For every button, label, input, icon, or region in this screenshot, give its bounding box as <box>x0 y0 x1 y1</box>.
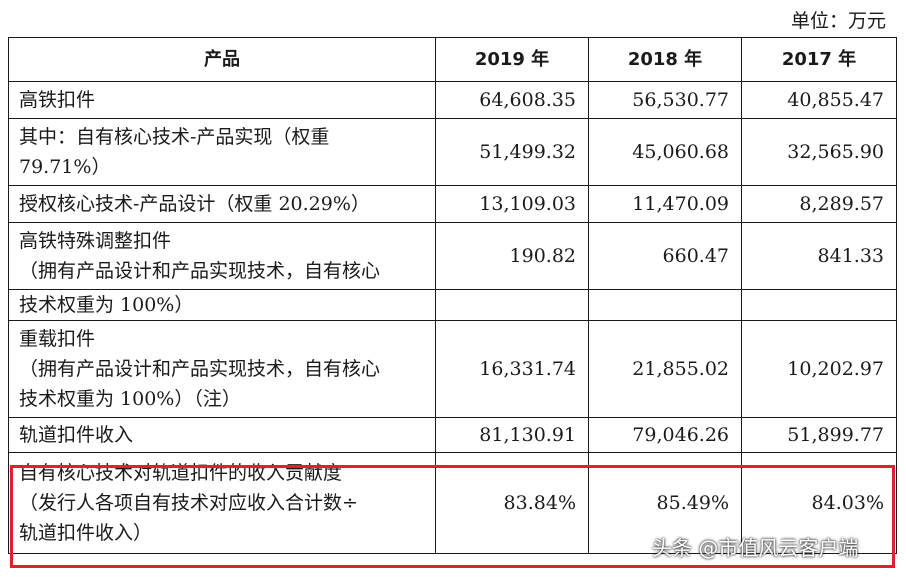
table-row: 高铁扣件 64,608.35 56,530.77 40,855.47 <box>8 81 897 119</box>
cell-2017: 40,855.47 <box>741 81 897 119</box>
row-name: 技术权重为 100%） <box>8 289 436 321</box>
cell-2018: 11,470.09 <box>588 185 742 223</box>
cell-2019: 190.82 <box>435 222 589 290</box>
table-header-row: 产品 2019 年 2018 年 2017 年 <box>8 37 897 82</box>
row-name: 其中：自有核心技术-产品实现（权重 79.71%） <box>8 118 436 186</box>
cell-2017: 8,289.57 <box>741 185 897 223</box>
row-name: 高铁扣件 <box>8 81 436 119</box>
cell-2017: 84.03% <box>741 452 897 554</box>
cell-2019: 81,130.91 <box>435 417 589 453</box>
cell-2019: 64,608.35 <box>435 81 589 119</box>
cell-2019: 13,109.03 <box>435 185 589 223</box>
cell-2017: 10,202.97 <box>741 320 897 418</box>
header-2018: 2018 年 <box>588 37 742 82</box>
row-name: 自有核心技术对轨道扣件的收入贡献度 （发行人各项自有技术对应收入合计数÷ 轨道扣… <box>8 452 436 554</box>
row-name: 重载扣件 （拥有产品设计和产品实现技术，自有核心 技术权重为 100%）（注） <box>8 320 436 418</box>
header-2017: 2017 年 <box>741 37 897 82</box>
table-row-continued: 技术权重为 100%） <box>8 289 897 321</box>
cell-2018: 45,060.68 <box>588 118 742 186</box>
cell-2017: 32,565.90 <box>741 118 897 186</box>
cell-2018: 660.47 <box>588 222 742 290</box>
cell-2018: 79,046.26 <box>588 417 742 453</box>
row-name: 授权核心技术-产品设计（权重 20.29%） <box>8 185 436 223</box>
row-name: 高铁特殊调整扣件 （拥有产品设计和产品实现技术，自有核心 <box>8 222 436 290</box>
table-row: 轨道扣件收入 81,130.91 79,046.26 51,899.77 <box>8 417 897 453</box>
row-name: 轨道扣件收入 <box>8 417 436 453</box>
table-row: 重载扣件 （拥有产品设计和产品实现技术，自有核心 技术权重为 100%）（注） … <box>8 320 897 418</box>
header-product: 产品 <box>8 37 436 82</box>
table-row: 高铁特殊调整扣件 （拥有产品设计和产品实现技术，自有核心 190.82 660.… <box>8 222 897 290</box>
watermark: 头条 @市值风云客户端 <box>652 536 859 560</box>
cell-2018: 21,855.02 <box>588 320 742 418</box>
cell-2019: 16,331.74 <box>435 320 589 418</box>
cell-2017: 841.33 <box>741 222 897 290</box>
cell-2018: 85.49% <box>588 452 742 554</box>
unit-label: 单位：万元 <box>790 10 886 32</box>
revenue-table: 产品 2019 年 2018 年 2017 年 高铁扣件 64,608.35 5… <box>8 37 897 554</box>
cell-2019: 51,499.32 <box>435 118 589 186</box>
header-2019: 2019 年 <box>435 37 589 82</box>
cell-2017: 51,899.77 <box>741 417 897 453</box>
cell-2019: 83.84% <box>435 452 589 554</box>
table-row: 其中：自有核心技术-产品实现（权重 79.71%） 51,499.32 45,0… <box>8 118 897 186</box>
cell-2018: 56,530.77 <box>588 81 742 119</box>
table-row: 授权核心技术-产品设计（权重 20.29%） 13,109.03 11,470.… <box>8 185 897 223</box>
